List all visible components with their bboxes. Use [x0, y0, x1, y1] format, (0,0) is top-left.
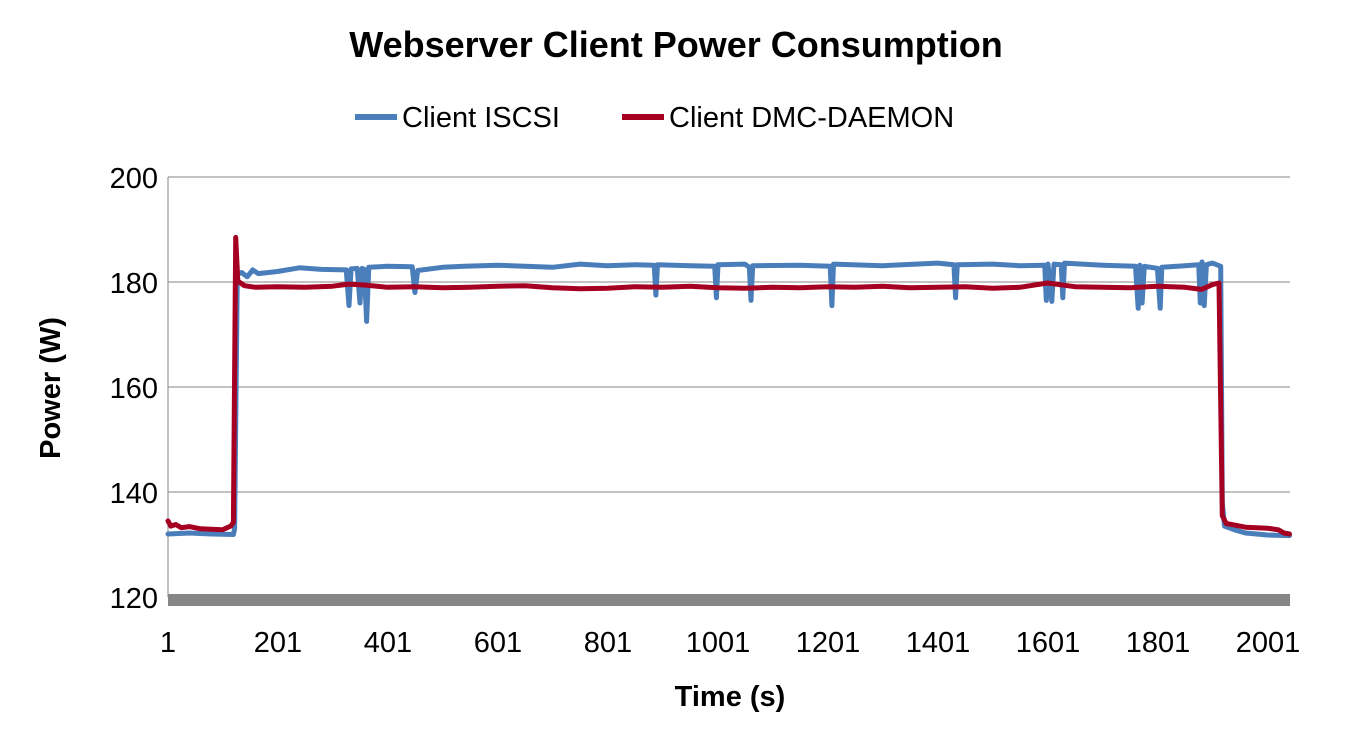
x-axis-label: Time (s)	[675, 681, 786, 713]
x-tick-label-1801: 1801	[1126, 627, 1191, 659]
x-tick-label-2001: 2001	[1236, 627, 1301, 659]
x-tick-label-1: 1	[160, 627, 176, 659]
legend-label-client-dmc-daemon: Client DMC-DAEMON	[669, 102, 954, 134]
x-tick-label-801: 801	[584, 627, 632, 659]
y-tick-label-180: 180	[110, 268, 158, 300]
x-tick-label-1401: 1401	[906, 627, 971, 659]
x-tick-label-401: 401	[364, 627, 412, 659]
legend: Client ISCSI Client DMC-DAEMON	[355, 102, 954, 134]
y-axis-label: Power (W)	[35, 317, 67, 459]
series-line-client-iscsi	[165, 259, 1292, 539]
y-axis-ticks: 120 140 160 180 200	[110, 163, 158, 615]
x-axis-line	[168, 594, 1290, 606]
x-tick-label-1001: 1001	[686, 627, 751, 659]
y-tick-label-140: 140	[110, 478, 158, 510]
legend-label-client-iscsi: Client ISCSI	[402, 102, 560, 134]
x-tick-label-1201: 1201	[796, 627, 861, 659]
series-line-client-dmc-daemon	[165, 234, 1292, 537]
y-tick-label-200: 200	[110, 163, 158, 195]
series-layer	[165, 234, 1292, 539]
y-tick-label-120: 120	[110, 583, 158, 615]
x-tick-label-201: 201	[254, 627, 302, 659]
chart-title: Webserver Client Power Consumption	[349, 24, 1002, 65]
x-tick-label-601: 601	[474, 627, 522, 659]
x-tick-label-1601: 1601	[1016, 627, 1081, 659]
plot-grid	[167, 176, 1290, 606]
x-axis-ticks: 1 201 401 601 801 1001 1201 1401 1601 1801 2001	[160, 627, 1300, 659]
y-tick-label-160: 160	[110, 373, 158, 405]
